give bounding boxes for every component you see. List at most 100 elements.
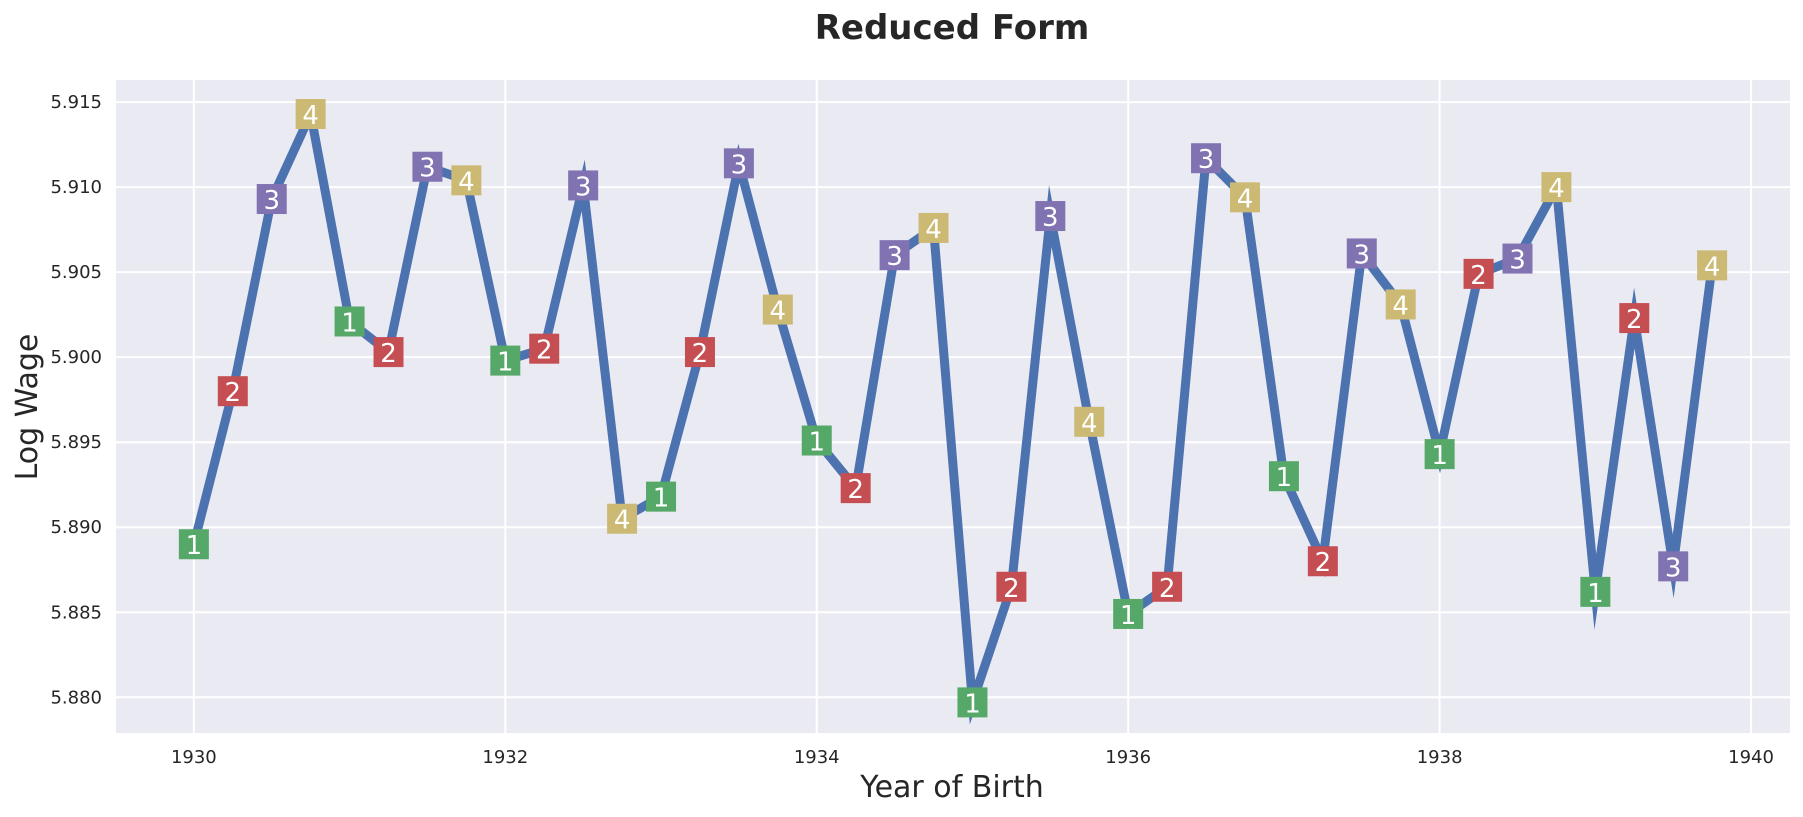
marker-box	[1113, 598, 1144, 629]
quarter-marker: 4	[607, 503, 638, 536]
marker-box	[918, 212, 949, 243]
x-tick-label: 1932	[482, 747, 528, 768]
quarter-label: 2	[1470, 261, 1487, 291]
marker-box	[1580, 576, 1611, 607]
quarter-marker: 3	[723, 148, 754, 180]
marker-box	[840, 473, 871, 504]
marker-box	[996, 571, 1027, 602]
marker-box	[529, 333, 560, 364]
series-line-group	[189, 99, 1717, 725]
marker-box	[1229, 182, 1260, 213]
quarter-marker: 3	[568, 170, 599, 202]
y-tick-label: 5.910	[50, 177, 102, 198]
quarter-label: 2	[225, 378, 242, 408]
quarter-label: 2	[847, 475, 864, 505]
quarter-label: 4	[1548, 174, 1565, 204]
quarter-marker: 1	[1268, 461, 1299, 493]
marker-box	[1385, 289, 1416, 320]
marker-box	[1268, 461, 1299, 492]
marker-box	[373, 337, 404, 368]
x-tick-label: 1936	[1105, 747, 1151, 768]
quarter-label: 2	[1626, 305, 1643, 335]
quarter-label: 4	[302, 101, 319, 131]
quarter-marker: 3	[1191, 143, 1222, 175]
quarter-label: 1	[1276, 463, 1293, 493]
x-tick-label: 1930	[171, 747, 217, 768]
quarter-marker: 3	[879, 240, 910, 272]
quarter-label: 1	[341, 308, 358, 338]
quarter-label: 4	[770, 297, 787, 327]
plot-area	[116, 80, 1790, 733]
marker-box	[490, 345, 521, 376]
quarter-marker: 2	[1619, 303, 1650, 335]
marker-box	[762, 294, 793, 325]
y-tick-label: 5.880	[50, 687, 102, 708]
quarter-marker: 1	[1113, 598, 1144, 631]
quarter-marker: 1	[334, 306, 365, 338]
marker-box	[879, 240, 910, 271]
log-wage-series-line	[189, 99, 1717, 725]
quarter-label: 1	[1120, 601, 1137, 631]
quarter-marker: 4	[451, 165, 482, 197]
quarter-label: 1	[964, 689, 981, 719]
marker-box	[1074, 406, 1105, 437]
quarter-label: 4	[458, 167, 475, 197]
quarter-marker: 1	[178, 529, 209, 561]
marker-box	[801, 425, 832, 456]
quarter-label: 3	[263, 186, 280, 216]
marker-box	[646, 481, 677, 512]
quarter-marker: 3	[1502, 243, 1533, 276]
quarter-label: 4	[1237, 184, 1254, 214]
quarter-label: 2	[1003, 574, 1020, 604]
quarter-marker: 2	[840, 473, 871, 505]
marker-box	[1697, 250, 1728, 281]
x-axis-label: Year of Birth	[859, 770, 1044, 805]
marker-box	[1619, 303, 1650, 334]
quarter-marker: 4	[918, 212, 949, 245]
quarter-marker: 3	[1346, 238, 1377, 270]
marker-box	[568, 170, 599, 201]
quarter-label: 3	[731, 150, 748, 180]
marker-box	[684, 337, 715, 368]
x-tick-label: 1938	[1417, 747, 1463, 768]
quarter-label: 3	[1198, 145, 1215, 175]
quarter-label: 2	[380, 339, 397, 369]
quarter-marker: 4	[762, 294, 793, 327]
y-tick-label: 5.905	[50, 262, 102, 283]
quarter-marker: 3	[1035, 201, 1066, 233]
quarter-marker: 4	[1697, 250, 1728, 282]
quarter-marker: 2	[373, 337, 404, 369]
marker-box	[451, 165, 482, 196]
quarter-marker: 4	[1385, 289, 1416, 321]
marker-box	[178, 529, 209, 560]
marker-box	[1502, 243, 1533, 274]
y-tick-label: 5.900	[50, 347, 102, 368]
quarter-label: 1	[497, 348, 514, 378]
tick-labels: 1930 1932 1934 1936 1938 1940 5.880 5.885 5.890 5…	[50, 92, 1774, 768]
x-tick-label: 1934	[794, 747, 840, 768]
quarter-label: 1	[186, 531, 203, 561]
quarter-label: 1	[1587, 579, 1604, 609]
quarter-label: 3	[1665, 553, 1682, 583]
quarter-label: 2	[536, 336, 553, 366]
quarter-marker: 2	[684, 337, 715, 369]
marker-box	[256, 184, 287, 215]
quarter-marker: 2	[1152, 571, 1183, 604]
quarter-label: 4	[614, 506, 631, 536]
quarter-marker: 3	[1658, 551, 1689, 583]
marker-box	[412, 151, 443, 182]
quarter-marker: 2	[217, 376, 248, 408]
quarter-label: 3	[575, 172, 592, 202]
quarter-marker: 1	[646, 481, 677, 514]
y-tick-label: 5.895	[50, 432, 102, 453]
y-tick-label: 5.890	[50, 517, 102, 538]
quarter-marker: 2	[529, 333, 560, 366]
quarter-marker: 2	[1463, 258, 1494, 291]
quarter-label: 4	[1081, 409, 1098, 439]
marker-box	[723, 148, 754, 179]
quarter-label: 3	[1042, 203, 1059, 233]
quarter-label: 3	[419, 154, 436, 184]
quarter-marker: 2	[996, 571, 1027, 604]
marker-box	[1152, 571, 1183, 602]
